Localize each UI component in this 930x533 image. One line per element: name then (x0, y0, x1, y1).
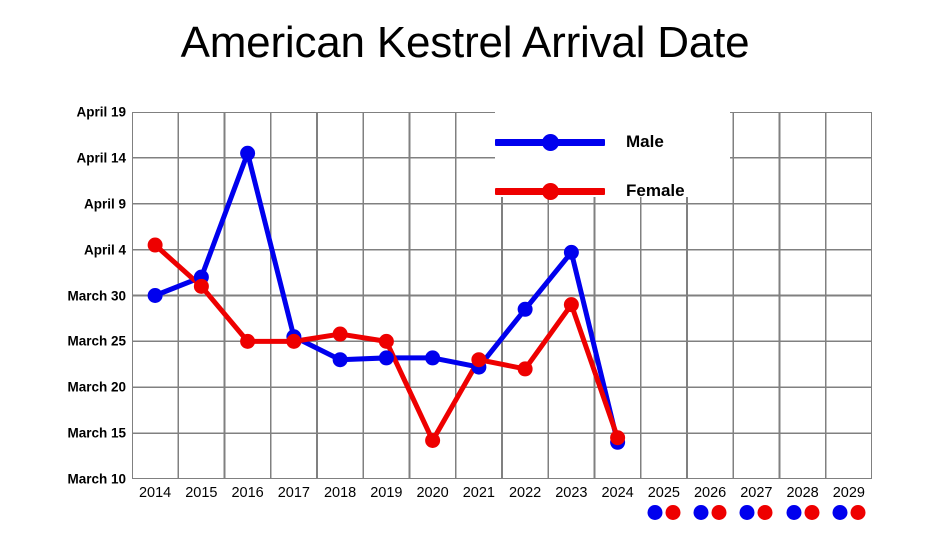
x-axis-tick-label: 2023 (555, 485, 588, 501)
page-title: American Kestrel Arrival Date (180, 18, 750, 67)
legend-swatch-male (495, 133, 605, 151)
data-point-male[interactable] (378, 350, 394, 366)
x-axis-tick-label: 2024 (601, 485, 634, 501)
data-point-male[interactable] (425, 350, 441, 366)
x-axis-tick-label: 2021 (462, 485, 496, 501)
legend-item-female[interactable]: Female (495, 176, 730, 206)
data-point-female[interactable] (425, 432, 441, 448)
x-axis-tick-label: 2022 (508, 485, 542, 501)
male-marker-dot (786, 505, 802, 520)
x-axis: 2014 2015 2016 2017 2018 2019 2020 2021 2022 2023… (132, 485, 872, 530)
data-point-female[interactable] (378, 333, 394, 349)
x-axis-future-marker-pair (786, 505, 820, 520)
data-point-female[interactable] (471, 352, 487, 368)
x-axis-future-marker-pair (832, 505, 866, 520)
y-axis-tick-label: April 14 (76, 150, 126, 166)
y-axis-tick-label: April 4 (83, 242, 126, 258)
x-axis-tick-label: 2029 (832, 485, 866, 501)
legend-label: Male (626, 132, 664, 151)
x-axis-tick-label: 2026 (693, 485, 727, 501)
female-marker-dot (804, 505, 820, 520)
legend: Male Female (495, 111, 730, 200)
legend-marker-dot (542, 182, 559, 200)
x-axis-tick-label: 2014 (138, 485, 172, 501)
data-point-male[interactable] (517, 301, 533, 317)
y-axis: April 19 April 14 April 9 April 4 March 30 Ma… (0, 0, 126, 533)
female-marker-dot (711, 505, 727, 520)
y-axis-tick-label: March 10 (67, 471, 126, 487)
data-point-male[interactable] (563, 244, 579, 260)
data-point-female[interactable] (563, 297, 579, 313)
male-marker-dot (739, 505, 755, 520)
y-axis-tick-label: March 25 (67, 333, 126, 349)
male-marker-dot (693, 505, 709, 520)
legend-label: Female (626, 181, 685, 200)
data-point-male[interactable] (332, 352, 348, 368)
legend-marker-dot (542, 133, 559, 151)
x-axis-tick-label: 2016 (231, 485, 264, 501)
data-point-female[interactable] (610, 430, 626, 446)
x-axis-tick-label: 2019 (370, 485, 403, 501)
y-axis-tick-label: April 19 (76, 104, 126, 120)
legend-swatch-female (495, 182, 605, 200)
x-axis-tick-label: 2020 (416, 485, 449, 501)
female-marker-dot (757, 505, 773, 520)
x-axis-tick-label: 2025 (647, 485, 681, 501)
legend-item-male[interactable]: Male (495, 127, 730, 157)
x-axis-tick-label: 2015 (185, 485, 218, 501)
x-axis-tick-label: 2027 (740, 485, 773, 501)
data-point-female[interactable] (147, 237, 163, 253)
y-axis-tick-label: April 9 (83, 196, 126, 212)
male-marker-dot (832, 505, 848, 520)
data-series-layer (147, 145, 626, 450)
data-point-male[interactable] (240, 145, 256, 161)
data-point-female[interactable] (286, 333, 302, 349)
data-point-female[interactable] (332, 326, 348, 342)
female-marker-dot (665, 505, 681, 520)
female-marker-dot (850, 505, 866, 520)
x-axis-tick-label: 2018 (323, 485, 357, 501)
x-axis-tick-label: 2017 (277, 485, 311, 501)
x-axis-future-marker-pair (739, 505, 773, 520)
x-axis-future-marker-pair (693, 505, 727, 520)
male-marker-dot (647, 505, 663, 520)
y-axis-tick-label: March 15 (67, 425, 126, 441)
data-point-female[interactable] (517, 361, 533, 377)
x-axis-future-marker-pair (647, 505, 681, 520)
x-axis-tick-label: 2028 (786, 485, 819, 501)
y-axis-tick-label: March 30 (67, 288, 126, 303)
y-axis-tick-label: March 20 (67, 379, 126, 395)
data-point-female[interactable] (193, 278, 209, 294)
data-point-male[interactable] (147, 288, 163, 303)
data-point-female[interactable] (240, 333, 256, 349)
